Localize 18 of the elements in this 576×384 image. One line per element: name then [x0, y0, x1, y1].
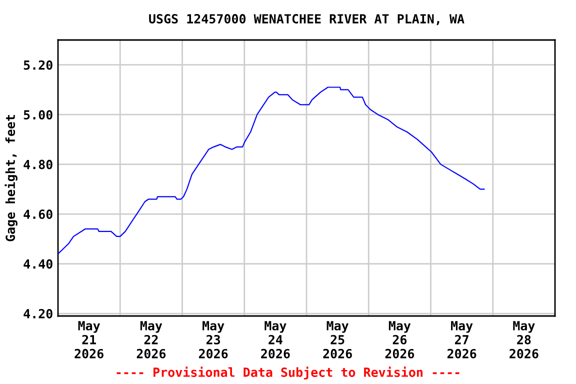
x-tick-label: May 23 2026 [198, 321, 228, 358]
x-tick-label: May 24 2026 [261, 321, 290, 358]
y-tick-label: 5.00 [24, 110, 52, 120]
x-tick-label: May 21 2026 [74, 321, 104, 358]
y-axis-title: Gage height, feet [4, 115, 18, 242]
y-tick-label: 4.20 [24, 308, 52, 318]
x-tick-label: May 22 2026 [136, 321, 166, 358]
y-tick-label: 4.60 [24, 210, 52, 219]
chart-title: USGS 12457000 WENATCHEE RIVER AT PLAIN, WA [149, 14, 464, 26]
y-tick-label: 4.80 [24, 160, 52, 170]
y-tick-label: 5.20 [24, 60, 52, 70]
y-tick-label: 4.40 [24, 259, 52, 269]
line-series [58, 86, 485, 254]
x-tick-label: May 25 2026 [323, 321, 352, 358]
x-tick-label: May 27 2026 [447, 321, 476, 358]
x-tick-label: May 26 2026 [385, 321, 414, 358]
x-tick-label: May 28 2026 [510, 321, 538, 358]
text: ---- Provisional Data Subject to Revision ---- [116, 366, 460, 380]
